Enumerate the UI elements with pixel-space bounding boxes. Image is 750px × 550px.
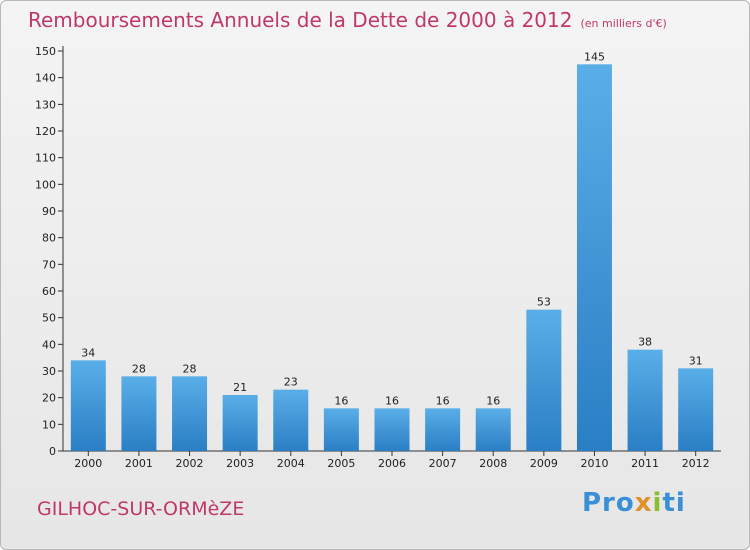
chart-title: Remboursements Annuels de la Dette de 20… [28, 8, 573, 32]
bar-2010 [576, 64, 612, 452]
y-tick-label: 20 [42, 392, 56, 405]
x-tick-label: 2009 [530, 457, 558, 470]
x-tick-label: 2001 [125, 457, 153, 470]
x-tick-label: 2010 [580, 457, 608, 470]
logo-part-3: i [652, 488, 663, 518]
x-tick-label: 2004 [277, 457, 305, 470]
x-tick-label: 2005 [327, 457, 355, 470]
y-tick-label: 40 [42, 338, 56, 351]
bar-value-label: 21 [233, 381, 247, 394]
bar-2009 [526, 309, 562, 451]
y-tick-label: 10 [42, 418, 56, 431]
x-tick-label: 2000 [74, 457, 102, 470]
logo-part-1: Pro [582, 488, 635, 518]
y-tick-label: 60 [42, 285, 56, 298]
bar-value-label: 23 [284, 376, 298, 389]
x-tick-label: 2012 [682, 457, 710, 470]
y-tick-label: 0 [49, 445, 56, 458]
bar-2000 [70, 360, 106, 451]
x-tick-label: 2002 [176, 457, 204, 470]
bar-2001 [121, 376, 157, 451]
chart-labels: 34 2000 28 2001 28 2002 21 2003 23 2004 16 2005 16 20… [74, 50, 709, 470]
bar-value-label: 16 [486, 394, 500, 407]
x-tick-label: 2011 [631, 457, 659, 470]
x-tick-label: 2003 [226, 457, 254, 470]
bar-2012 [678, 368, 714, 451]
bar-value-label: 31 [689, 354, 703, 367]
y-tick-label: 90 [42, 205, 56, 218]
chart-axes: 0 10 20 30 40 50 60 70 80 90 100 110 120 130 140 150 [35, 45, 721, 458]
bar-2002 [172, 376, 208, 451]
y-tick-label: 150 [35, 45, 56, 58]
y-tick-label: 120 [35, 125, 56, 138]
bar-2008 [475, 408, 511, 451]
bar-2004 [273, 389, 309, 451]
x-tick-label: 2007 [429, 457, 457, 470]
chart-bars [70, 64, 714, 452]
y-tick-label: 50 [42, 312, 56, 325]
logo-part-4: ti [662, 488, 686, 518]
bar-2003 [222, 395, 258, 451]
y-tick-label: 110 [35, 152, 56, 165]
logo-part-2: x [634, 488, 653, 518]
x-tick-label: 2008 [479, 457, 507, 470]
y-tick-label: 70 [42, 258, 56, 271]
bar-2011 [627, 349, 663, 451]
chart-title-block: Remboursements Annuels de la Dette de 20… [28, 8, 667, 32]
y-tick-label: 130 [35, 98, 56, 111]
bar-value-label: 53 [537, 296, 551, 309]
x-tick-label: 2006 [378, 457, 406, 470]
bar-value-label: 28 [132, 362, 146, 375]
y-tick-label: 80 [42, 232, 56, 245]
bar-value-label: 16 [334, 394, 348, 407]
chart-unit: (en milliers d'€) [580, 17, 667, 30]
bar-2005 [323, 408, 359, 451]
proxiti-logo: Proxiti [582, 488, 686, 518]
bar-value-label: 34 [81, 346, 95, 359]
commune-name: GILHOC-SUR-ORMèZE [37, 498, 245, 520]
bar-2006 [374, 408, 410, 451]
bar-value-label: 38 [638, 336, 652, 349]
bar-value-label: 145 [584, 50, 605, 63]
bar-2007 [425, 408, 461, 451]
y-tick-label: 140 [35, 72, 56, 85]
bar-value-label: 28 [183, 362, 197, 375]
bar-value-label: 16 [436, 394, 450, 407]
y-tick-label: 30 [42, 365, 56, 378]
y-tick-label: 100 [35, 178, 56, 191]
bar-value-label: 16 [385, 394, 399, 407]
